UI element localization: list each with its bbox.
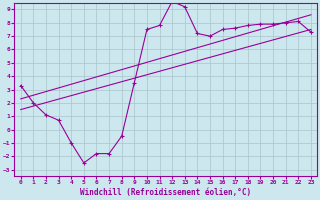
X-axis label: Windchill (Refroidissement éolien,°C): Windchill (Refroidissement éolien,°C) bbox=[80, 188, 252, 197]
